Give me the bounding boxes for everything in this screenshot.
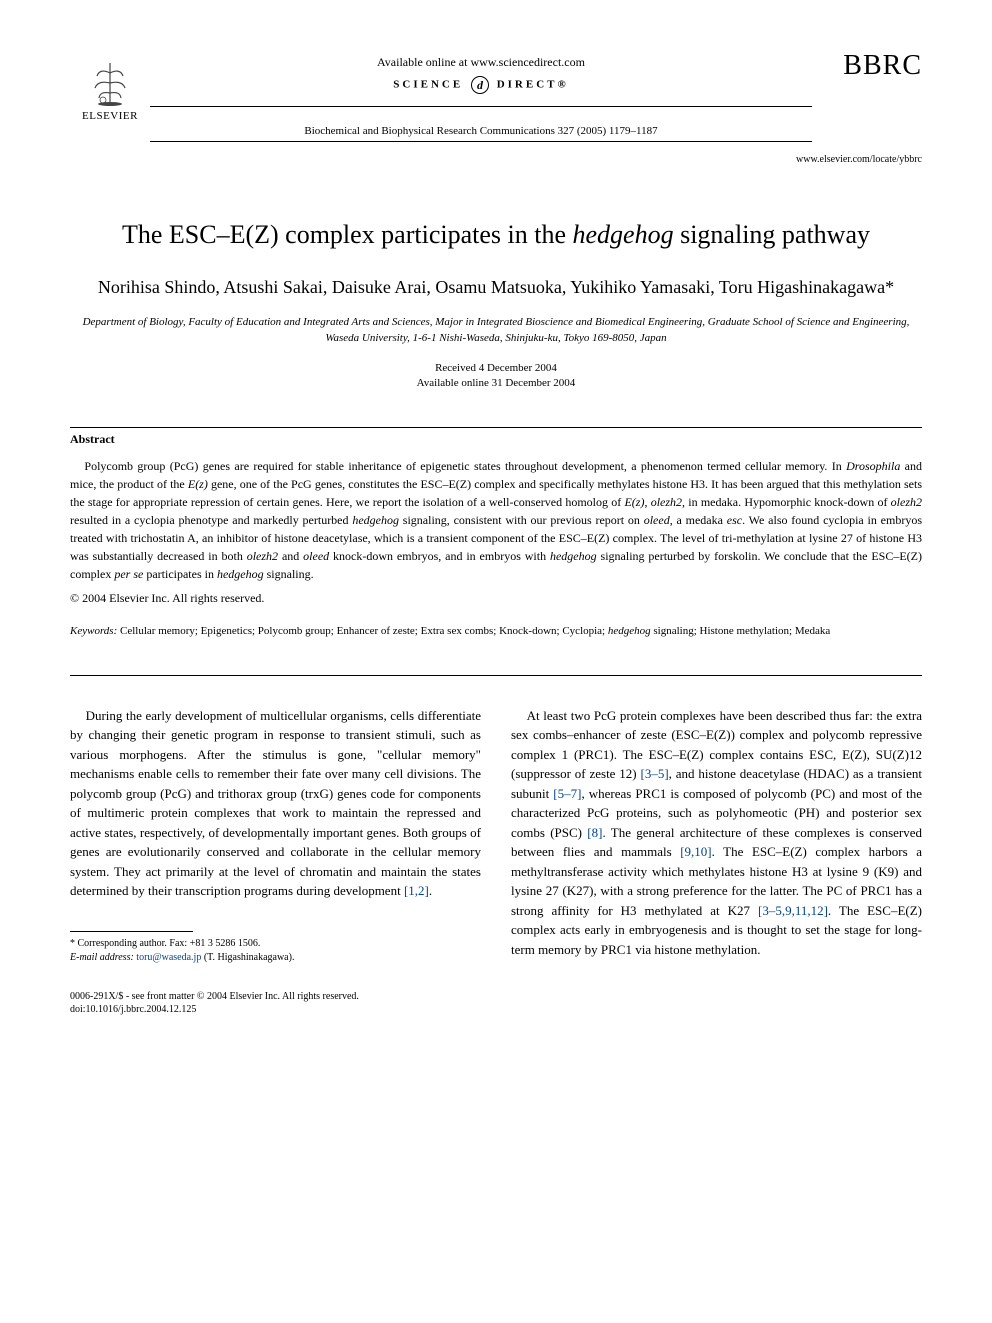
citation-ref[interactable]: [5–7]	[553, 786, 581, 801]
citation-ref[interactable]: [3–5,9,11,12]	[758, 903, 828, 918]
email-link[interactable]: toru@waseda.jp	[136, 952, 201, 963]
title-pre: The ESC–E(Z) complex participates in the	[122, 220, 573, 249]
intro-paragraph-1: During the early development of multicel…	[70, 706, 481, 901]
publication-dates: Received 4 December 2004 Available onlin…	[70, 361, 922, 392]
right-column: At least two PcG protein complexes have …	[511, 706, 922, 965]
footnote-divider	[70, 931, 193, 932]
sd-d-icon: d	[471, 76, 489, 94]
email-line: E-mail address: toru@waseda.jp (T. Higas…	[70, 951, 481, 965]
title-italic: hedgehog	[573, 220, 674, 249]
intro-tail: .	[429, 883, 432, 898]
available-online-text: Available online at www.sciencedirect.co…	[150, 55, 812, 70]
elsevier-tree-icon	[85, 58, 135, 108]
abstract-body: Polycomb group (PcG) genes are required …	[70, 457, 922, 583]
header-center: Available online at www.sciencedirect.co…	[150, 50, 812, 146]
bbrc-text: BBRC	[812, 50, 922, 82]
sd-right: DIRECT®	[497, 79, 569, 91]
paper-title: The ESC–E(Z) complex participates in the…	[70, 220, 922, 250]
footer-line-1: 0006-291X/$ - see front matter © 2004 El…	[70, 990, 922, 1003]
journal-logo: BBRC	[812, 50, 922, 82]
email-tail: (T. Higashinakagawa).	[201, 952, 294, 963]
paper-header: ELSEVIER Available online at www.science…	[70, 50, 922, 146]
citation-ref[interactable]: [3–5]	[641, 766, 669, 781]
section-divider	[70, 427, 922, 428]
citation-ref[interactable]: [1,2]	[404, 883, 429, 898]
header-divider-2	[150, 141, 812, 142]
abstract-heading: Abstract	[70, 432, 922, 447]
keywords-label: Keywords:	[70, 625, 117, 637]
locate-url: www.elsevier.com/locate/ybbrc	[70, 154, 922, 165]
left-column: During the early development of multicel…	[70, 706, 481, 965]
affiliation: Department of Biology, Faculty of Educat…	[70, 315, 922, 346]
corresponding-footnote: * Corresponding author. Fax: +81 3 5286 …	[70, 937, 481, 965]
citation-ref[interactable]: [9,10]	[680, 844, 711, 859]
elsevier-logo: ELSEVIER	[70, 50, 150, 130]
footer-doi: doi:10.1016/j.bbrc.2004.12.125	[70, 1003, 922, 1016]
intro-text: During the early development of multicel…	[70, 708, 481, 899]
keywords-body: Cellular memory; Epigenetics; Polycomb g…	[117, 625, 830, 637]
abstract-copyright: © 2004 Elsevier Inc. All rights reserved…	[70, 591, 922, 606]
received-date: Received 4 December 2004	[70, 361, 922, 376]
citation-ref[interactable]: [8]	[587, 825, 602, 840]
header-divider	[150, 106, 812, 107]
sd-left: SCIENCE	[393, 79, 463, 91]
science-direct-logo: SCIENCE d DIRECT®	[150, 76, 812, 94]
email-label: E-mail address:	[70, 952, 134, 963]
elsevier-name: ELSEVIER	[82, 110, 138, 122]
journal-citation: Biochemical and Biophysical Research Com…	[150, 125, 812, 137]
corresponding-author: * Corresponding author. Fax: +81 3 5286 …	[70, 937, 481, 951]
keywords: Keywords: Cellular memory; Epigenetics; …	[70, 624, 922, 640]
online-date: Available online 31 December 2004	[70, 376, 922, 391]
page-footer: 0006-291X/$ - see front matter © 2004 El…	[70, 990, 922, 1016]
authors-list: Norihisa Shindo, Atsushi Sakai, Daisuke …	[70, 275, 922, 300]
body-text: During the early development of multicel…	[70, 706, 922, 965]
title-post: signaling pathway	[674, 220, 870, 249]
section-divider-2	[70, 675, 922, 676]
intro-paragraph-2: At least two PcG protein complexes have …	[511, 706, 922, 960]
